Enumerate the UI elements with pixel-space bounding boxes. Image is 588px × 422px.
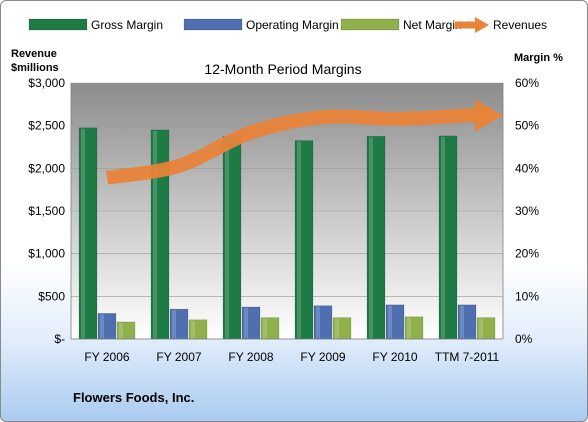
revenue-line [105, 108, 481, 185]
bar-highlight [316, 306, 320, 338]
left-tick-label: $2,500 [28, 119, 65, 133]
right-tick-label: 30% [515, 204, 539, 218]
bar-highlight [335, 318, 339, 338]
legend-swatch [183, 18, 243, 31]
left-tick-label: $- [54, 332, 65, 346]
legend-label: Revenues [493, 18, 547, 32]
bar-highlight [172, 310, 176, 338]
x-tick-label: FY 2010 [372, 350, 417, 364]
right-tick-label: 40% [515, 161, 539, 175]
x-tick-label: TTM 7-2011 [435, 350, 500, 364]
bar-highlight [81, 128, 85, 338]
bar-highlight [407, 317, 411, 338]
bar-highlight [100, 314, 104, 338]
x-tick-label: FY 2007 [156, 350, 201, 364]
x-tick-label: FY 2006 [84, 350, 129, 364]
left-tick-label: $1,500 [28, 204, 65, 218]
left-axis-label-line2: $millions [11, 62, 59, 74]
legend-swatch [28, 18, 88, 31]
bar-highlight [460, 305, 464, 338]
x-tick-label: FY 2009 [300, 350, 345, 364]
right-tick-label: 10% [515, 289, 539, 303]
bar-highlight [441, 136, 445, 338]
right-axis-label: Margin % [514, 52, 563, 64]
axes: $- $500 $1,000 $1,500 $2,000 $2,500 $3,000 0% 10… [28, 76, 539, 364]
company-name: Flowers Foods, Inc. [73, 390, 195, 405]
revenue-line-layer [105, 99, 503, 185]
bar-highlight [479, 318, 483, 338]
left-tick-label: $1,000 [28, 247, 65, 261]
bar-highlight [153, 130, 157, 338]
legend-label: Net Margin [403, 18, 462, 32]
bar-highlight [244, 308, 248, 338]
bar-highlight [119, 322, 123, 338]
x-tick-label: FY 2008 [228, 350, 273, 364]
left-tick-label: $2,000 [28, 161, 65, 175]
left-tick-label: $3,000 [28, 76, 65, 90]
right-tick-label: 60% [515, 76, 539, 90]
chart-title: 12-Month Period Margins [204, 61, 361, 77]
legend: Gross Margin Operating Margin Net Margin Re… [28, 17, 547, 33]
bar-highlight [369, 137, 373, 338]
right-tick-label: 20% [515, 247, 539, 261]
bar-highlight [263, 318, 267, 338]
left-tick-label: $500 [38, 289, 65, 303]
legend-swatch [340, 18, 400, 31]
right-tick-label: 50% [515, 119, 539, 133]
bar-highlight [191, 320, 195, 338]
legend-label: Gross Margin [91, 18, 163, 32]
revenue-arrowhead [475, 99, 503, 132]
bar-highlight [297, 141, 301, 338]
legend-label: Operating Margin [246, 18, 339, 32]
legend-arrow [475, 17, 489, 33]
bar-highlight [225, 137, 229, 338]
bar-highlight [388, 305, 392, 338]
right-tick-label: 0% [515, 332, 533, 346]
left-axis-label-line1: Revenue [11, 48, 57, 60]
